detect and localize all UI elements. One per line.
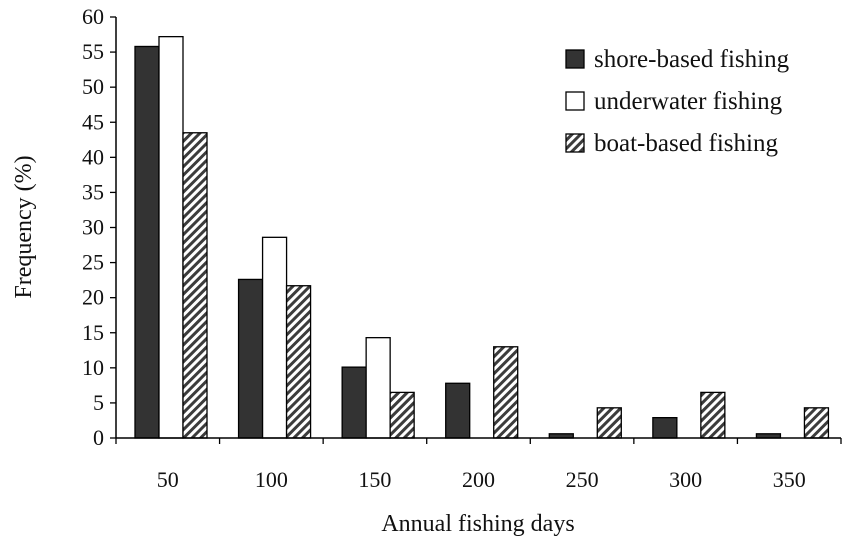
x-tick-label: 350 <box>773 467 806 492</box>
bar-boat-based-fishing-350 <box>803 407 830 439</box>
legend-swatch-shore-based-fishing <box>565 49 585 69</box>
bar-boat-based-fishing-150 <box>389 391 415 439</box>
bar-boat-based-fishing-300 <box>700 391 726 439</box>
bar-underwater-fishing-150 <box>365 337 391 439</box>
x-tick-label: 300 <box>669 467 702 492</box>
y-tick-label: 60 <box>82 4 104 29</box>
legend-swatch-boat-based-fishing <box>565 133 585 153</box>
axes-group <box>115 17 841 439</box>
x-tick-label: 50 <box>157 467 179 492</box>
y-ticks-group: 0 5 10 15 20 25 30 35 40 45 50 55 60 <box>82 4 116 450</box>
x-tick-label: 100 <box>255 467 288 492</box>
legend: shore-based fishing underwater fishing boa… <box>565 46 790 157</box>
y-tick-label: 40 <box>82 144 104 169</box>
bar-underwater-fishing-100 <box>261 236 288 439</box>
bar-underwater-fishing-50 <box>158 35 184 439</box>
bar-shore-based-fishing-100 <box>237 278 264 439</box>
bar-shore-based-fishing-50 <box>134 45 160 439</box>
bar-boat-based-fishing-250 <box>596 407 622 439</box>
x-axis-label: Annual fishing days <box>381 511 574 537</box>
bar-boat-based-fishing-50 <box>182 132 208 439</box>
y-tick-label: 35 <box>82 179 104 204</box>
bar-shore-based-fishing-150 <box>341 366 367 439</box>
bar-boat-based-fishing-100 <box>285 285 312 439</box>
legend-label-boat-based-fishing: boat-based fishing <box>594 130 778 157</box>
x-tick-label: 150 <box>358 467 391 492</box>
x-tick-label: 200 <box>462 467 495 492</box>
x-tick-label: 250 <box>566 467 599 492</box>
y-tick-label: 45 <box>82 109 104 134</box>
y-tick-label: 10 <box>82 355 104 380</box>
y-tick-label: 55 <box>82 39 104 64</box>
legend-label-underwater-fishing: underwater fishing <box>594 88 783 115</box>
bar-shore-based-fishing-200 <box>445 382 471 439</box>
y-tick-label: 50 <box>82 74 104 99</box>
legend-swatch-underwater-fishing <box>565 91 585 111</box>
y-tick-label: 15 <box>82 320 104 345</box>
y-tick-label: 5 <box>93 390 104 415</box>
y-tick-label: 30 <box>82 215 104 240</box>
legend-label-shore-based-fishing: shore-based fishing <box>594 46 790 73</box>
bar-boat-based-fishing-200 <box>493 346 519 439</box>
bar-shore-based-fishing-300 <box>652 417 678 439</box>
bars-group <box>134 35 830 439</box>
y-axis-label: Frequency (%) <box>11 155 37 298</box>
x-ticks-group: 50 100 150 200 250 300 350 <box>115 438 842 492</box>
y-tick-label: 0 <box>93 425 104 450</box>
y-tick-label: 25 <box>82 250 104 275</box>
y-tick-label: 20 <box>82 285 104 310</box>
